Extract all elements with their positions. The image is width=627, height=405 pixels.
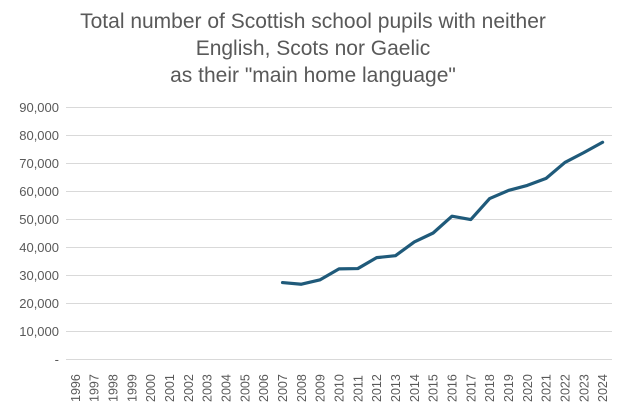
y-tick-label: 10,000 bbox=[19, 324, 59, 339]
chart-title: Total number of Scottish school pupils w… bbox=[80, 10, 546, 87]
x-tick-label: 2002 bbox=[182, 374, 196, 402]
x-tick-label: 1999 bbox=[125, 374, 139, 402]
x-tick-label: 2021 bbox=[540, 374, 554, 402]
y-tick-label: 40,000 bbox=[19, 240, 59, 255]
x-tick-label: 2007 bbox=[276, 374, 290, 402]
y-tick-label: 50,000 bbox=[19, 212, 59, 227]
x-tick-label: 2001 bbox=[163, 374, 177, 402]
y-tick-label: 90,000 bbox=[19, 100, 59, 115]
x-tick-label: 2008 bbox=[295, 374, 309, 402]
x-tick-label: 1997 bbox=[88, 374, 102, 402]
x-tick-label: 2010 bbox=[333, 374, 347, 402]
x-tick-label: 2018 bbox=[483, 374, 497, 402]
y-tick-label: 20,000 bbox=[19, 296, 59, 311]
y-axis: - 10,000 20,000 30,000 40,000 50,000 60,000 70,… bbox=[19, 100, 59, 367]
x-tick-label: 2006 bbox=[257, 374, 271, 402]
y-tick-label: 70,000 bbox=[19, 156, 59, 171]
x-tick-label: 2009 bbox=[314, 374, 328, 402]
x-tick-label: 2022 bbox=[558, 374, 572, 402]
y-tick-label: - bbox=[55, 352, 59, 367]
x-tick-label: 2020 bbox=[521, 374, 535, 402]
x-tick-label: 2005 bbox=[238, 374, 252, 402]
x-tick-label: 2023 bbox=[577, 374, 591, 402]
x-tick-label: 2014 bbox=[408, 374, 422, 402]
y-tick-label: 30,000 bbox=[19, 268, 59, 283]
chart-title-line: as their "main home language" bbox=[170, 64, 456, 87]
x-axis: 1996 1997 1998 1999 2000 2001 2002 2003 2004 2005… bbox=[69, 374, 610, 402]
x-tick-label: 2013 bbox=[389, 374, 403, 402]
series-line bbox=[280, 140, 605, 286]
series bbox=[280, 140, 605, 286]
x-tick-label: 1996 bbox=[69, 374, 83, 402]
x-tick-label: 2004 bbox=[220, 374, 234, 402]
x-tick-label: 2012 bbox=[370, 374, 384, 402]
x-tick-label: 2017 bbox=[464, 374, 478, 402]
x-tick-label: 2016 bbox=[445, 374, 459, 402]
x-tick-label: 2024 bbox=[596, 374, 610, 402]
x-tick-label: 1998 bbox=[107, 374, 121, 402]
x-tick-label: 2003 bbox=[201, 374, 215, 402]
x-tick-label: 2019 bbox=[502, 374, 516, 402]
x-tick-label: 2011 bbox=[351, 375, 365, 402]
x-tick-label: 2000 bbox=[144, 374, 158, 402]
y-tick-label: 80,000 bbox=[19, 128, 59, 143]
x-tick-label: 2015 bbox=[427, 374, 441, 402]
y-tick-label: 60,000 bbox=[19, 184, 59, 199]
chart-title-line: English, Scots nor Gaelic bbox=[196, 37, 431, 60]
gridlines bbox=[66, 107, 612, 360]
chart-title-line: Total number of Scottish school pupils w… bbox=[80, 10, 546, 33]
